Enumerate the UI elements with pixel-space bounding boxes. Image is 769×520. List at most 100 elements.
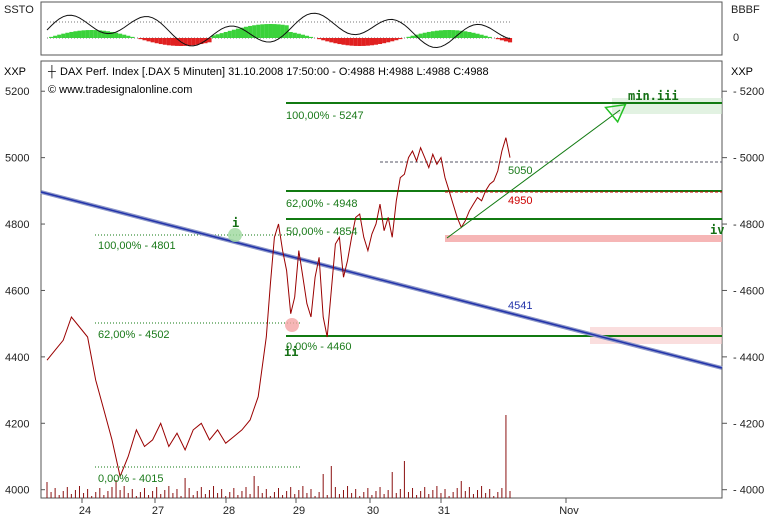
volume-bar (91, 496, 93, 498)
fib-label-4801: 100,00% - 4801 (98, 240, 176, 252)
volume-bar (62, 491, 64, 498)
oscillator-bar (304, 35, 310, 38)
oscillator-bar (77, 30, 82, 38)
oscillator-bar (93, 30, 98, 38)
volume-bar (249, 494, 251, 498)
oscillator-bar (382, 38, 387, 44)
oscillator-bar (89, 30, 94, 38)
oscillator-bar (85, 30, 90, 38)
oscillator-bar (191, 38, 196, 46)
volume-bar (468, 487, 470, 498)
volume-bar (330, 466, 332, 498)
oscillator-bar (390, 38, 395, 42)
volume-bar (456, 488, 458, 498)
volume-bar (334, 487, 336, 498)
oscillator-bar (114, 32, 119, 38)
oscillator-bar (81, 30, 86, 38)
oscillator-bar (406, 36, 411, 38)
fib-label-4948: 62,00% - 4948 (286, 198, 358, 210)
volume-bar (103, 495, 105, 498)
volume-bar (265, 489, 267, 498)
oscillator-bar (227, 30, 232, 38)
volume-bar (351, 493, 353, 498)
oscillator-bar (256, 24, 261, 38)
volume-bar (160, 494, 162, 498)
oscillator-bar (353, 38, 358, 46)
oscillator-bar (57, 34, 62, 38)
oscillator-bar (438, 30, 444, 38)
oscillator-bar (386, 38, 391, 43)
oscillator-bar (130, 36, 135, 38)
oscillator-bar (475, 33, 480, 38)
oscillator-bar (495, 38, 500, 40)
volume-bar (245, 487, 247, 498)
wave-ii-marker (285, 318, 299, 332)
volume-bar (298, 490, 300, 498)
oscillator-bar (154, 38, 159, 44)
volume-bar (95, 492, 97, 498)
oscillator-bar (268, 24, 273, 38)
volume-bar (172, 493, 174, 498)
oscillator-bar (162, 38, 167, 45)
y-tick-label-left: 5200 (5, 86, 29, 98)
trendline (40, 191, 723, 369)
volume-bar (58, 495, 60, 498)
oscillator-bar (122, 34, 127, 38)
oscillator-bar (235, 28, 240, 38)
volume-bar (485, 493, 487, 498)
oscillator-bar (365, 38, 370, 46)
y-tick-label-right: - 5000 (733, 153, 764, 165)
wave-label-i: i (232, 216, 239, 230)
oscillator-bar (443, 30, 448, 38)
fib-label-5247: 100,00% - 5247 (286, 110, 364, 122)
y-tick-label-left: 4800 (5, 219, 29, 231)
volume-bar (489, 489, 491, 498)
chart-title: DAX Perf. Index [.DAX 5 Minuten] 31.10.2… (60, 66, 489, 78)
volume-bar (432, 490, 434, 498)
oscillator-panel: SSTO BBBF 0 (4, 1, 760, 56)
oscillator-bar (248, 25, 253, 38)
support-zone-iv (445, 235, 722, 242)
oscillator-bar (361, 38, 366, 46)
volume-bar (355, 489, 357, 498)
oscillator-bar (499, 38, 504, 41)
volume-bar (273, 492, 275, 498)
volume-bar (412, 488, 414, 498)
oscillator-bar (53, 35, 58, 38)
wave-label-ii: ii (284, 345, 298, 359)
x-tick-label: 28 (223, 505, 235, 517)
y-tick-label-right: - 4400 (733, 352, 764, 364)
volume-bar (302, 486, 304, 498)
oscillator-bar (260, 24, 265, 38)
volume-bar (326, 495, 328, 498)
volume-bar (342, 490, 344, 498)
y-tick-label-right: - 4000 (733, 485, 764, 497)
oscillator-bar (503, 38, 509, 42)
oscillator-bar (487, 36, 492, 38)
volume-bar (83, 493, 85, 498)
oscillator-bar (61, 33, 66, 38)
y-axis-left: 4000 4200 4400 4600 4800 5000 5200 (5, 86, 45, 497)
oscillator-bar (272, 24, 277, 38)
oscillator-bar (142, 38, 147, 41)
volume-bar (152, 491, 154, 498)
volume-bar (314, 496, 316, 498)
volume-bar (444, 489, 446, 498)
volume-bar (253, 476, 255, 498)
volume-bar (420, 491, 422, 498)
volume-bar (237, 495, 239, 498)
volume-bar (127, 493, 129, 498)
arrow-head-icon (604, 103, 627, 124)
volume-bar (164, 490, 166, 498)
oscillator-bar (373, 38, 379, 45)
y-tick-label-left: 4400 (5, 352, 29, 364)
volume-bar (367, 488, 369, 498)
left-symbol-label: XXP (4, 66, 26, 78)
oscillator-bar (369, 38, 375, 46)
oscillator-bar (321, 38, 326, 41)
volume-bar (318, 492, 320, 498)
oscillator-bar (138, 38, 143, 40)
oscillator-bar (166, 38, 171, 46)
volume-bar (371, 495, 373, 498)
volume-bar (50, 492, 52, 498)
